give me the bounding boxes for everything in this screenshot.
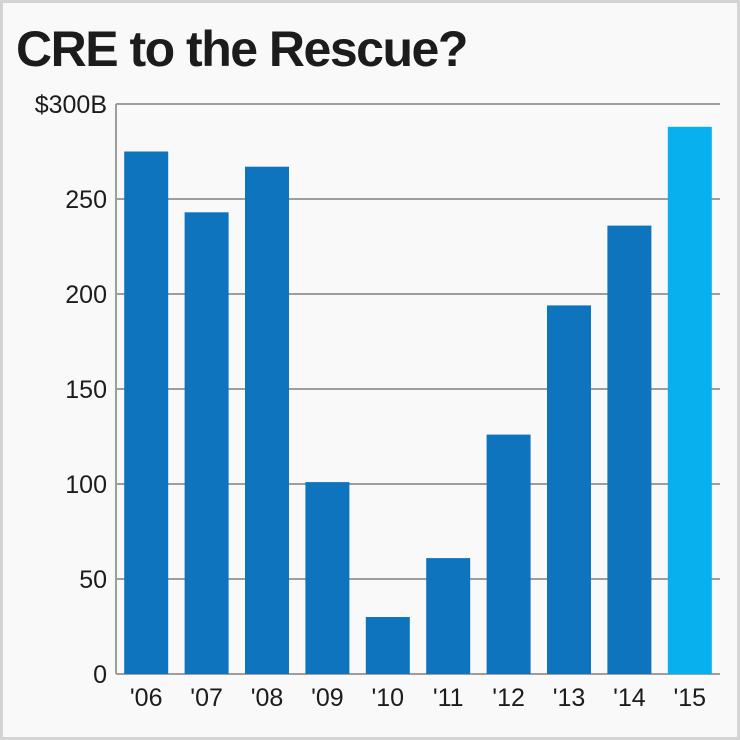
x-tick-label: '08: [251, 684, 284, 712]
x-tick-label: '06: [130, 684, 163, 712]
y-tick-label: 200: [65, 281, 107, 309]
y-tick-label: 0: [93, 661, 107, 689]
bar: [124, 151, 169, 674]
x-tick-label: '12: [492, 684, 525, 712]
y-tick-label: 100: [65, 471, 107, 499]
bar: [365, 617, 410, 674]
y-tick-label: $300B: [35, 91, 107, 119]
bar: [184, 212, 229, 675]
x-tick-label: '07: [190, 684, 223, 712]
bar: [547, 305, 591, 674]
x-tick-label: '15: [674, 684, 707, 712]
bar: [305, 482, 350, 674]
x-tick-label: '10: [372, 684, 405, 712]
bar: [607, 225, 652, 674]
x-tick-label: '11: [433, 684, 464, 712]
x-tick-label: '14: [613, 684, 646, 712]
chart-title: CRE to the Rescue?: [16, 21, 468, 77]
bar: [667, 126, 712, 675]
x-axis-tick-labels: '06 '07 '08 '09 '10 '11 '12 '13 '14 '15: [130, 684, 706, 712]
bar: [245, 166, 289, 674]
x-tick-label: '13: [553, 684, 586, 712]
x-tick-label: '09: [311, 684, 344, 712]
y-tick-label: 150: [65, 376, 107, 404]
bar: [426, 558, 471, 674]
y-tick-label: 50: [79, 566, 107, 594]
bars: [124, 126, 712, 675]
y-tick-label: 250: [65, 186, 107, 214]
bar: [486, 434, 531, 674]
y-axis-tick-labels: 0 50 100 150 200 250 $300B: [35, 91, 107, 689]
